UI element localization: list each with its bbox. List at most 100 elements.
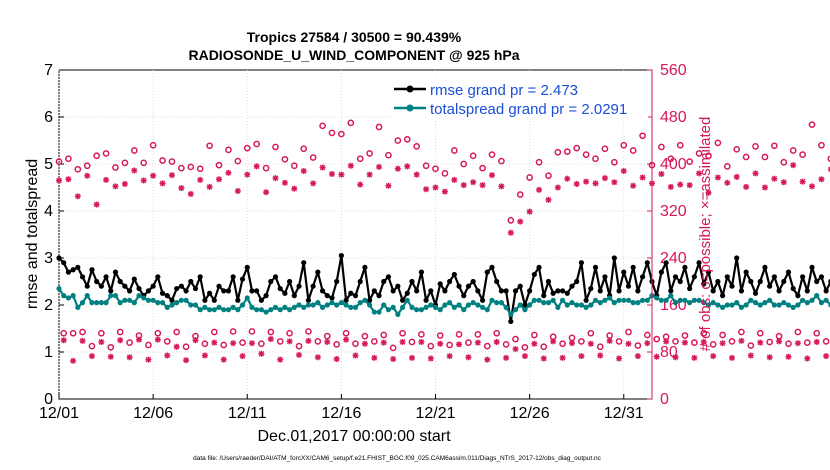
obs-possible-point (258, 340, 265, 348)
x-tick-label: 12/26 (510, 405, 550, 422)
rmse-point (550, 290, 556, 296)
obs-assimilated-point (117, 337, 124, 344)
obs-assimilated-point (564, 175, 571, 182)
rmse-point (390, 288, 396, 294)
totalspread-point (395, 311, 401, 317)
obs-assimilated-point (225, 169, 232, 176)
obs-possible-point (483, 342, 491, 350)
obs-possible-point (366, 150, 373, 157)
rmse-point (785, 269, 792, 275)
rmse-point (658, 269, 665, 275)
totalspread-point (381, 302, 387, 308)
totalspread-point (225, 307, 232, 313)
obs-possible-point (323, 332, 331, 340)
totalspread-point (357, 300, 363, 306)
obs-assimilated-point (277, 356, 284, 363)
totalspread-point (564, 302, 570, 308)
obs-assimilated-point (154, 336, 161, 343)
totalspread-point (216, 304, 222, 310)
rmse-point (724, 274, 730, 280)
obs-assimilated-point (512, 346, 519, 353)
obs-possible-point (563, 148, 571, 156)
obs-count-series (55, 119, 830, 364)
obs-possible-point (163, 338, 171, 345)
obs-possible-point (554, 148, 562, 156)
rmse-point (84, 283, 90, 289)
y2-tick-label: 400 (660, 156, 687, 173)
totalspread-point (150, 297, 156, 303)
obs-assimilated-point (338, 171, 345, 178)
obs-assimilated-point (550, 338, 557, 345)
obs-possible-point (667, 155, 675, 163)
rmse-point (145, 288, 152, 294)
x-tick-label: 12/01 (39, 405, 79, 422)
rmse-point (263, 293, 269, 299)
x-axis-ticks: 12/01 12/06 12/11 12/16 12/21 12/26 12/31 (39, 394, 644, 422)
obs-possible-point (766, 338, 774, 346)
obs-assimilated-point (366, 171, 373, 178)
totalspread-point (630, 300, 636, 306)
obs-possible-point (342, 329, 350, 337)
rmse-point (663, 260, 669, 266)
x-axis-label: Dec.01,2017 00:00:00 start (257, 428, 451, 445)
obs-possible-point (771, 142, 778, 150)
totalspread-point (174, 300, 180, 306)
obs-possible-point (83, 162, 91, 170)
totalspread-point (672, 300, 679, 306)
obs-possible-point (145, 341, 152, 349)
y-tick-label: 6 (44, 109, 53, 126)
totalspread-point (484, 307, 490, 313)
obs-assimilated-point (597, 352, 604, 359)
totalspread-point (79, 300, 86, 306)
rmse-point (795, 293, 801, 299)
totalspread-point (352, 304, 359, 310)
rmse-point (494, 278, 500, 285)
obs-assimilated-point (634, 353, 641, 360)
totalspread-point (221, 307, 227, 313)
rmse-point (371, 288, 377, 294)
rmse-point (169, 297, 175, 303)
obs-assimilated-point (771, 175, 778, 182)
obs-assimilated-point (103, 176, 110, 183)
obs-possible-point (305, 328, 312, 335)
totalspread-point (512, 307, 519, 313)
obs-possible-point (446, 341, 453, 349)
obs-assimilated-point (663, 338, 670, 345)
rmse-point (287, 278, 293, 285)
totalspread-point (776, 302, 782, 308)
obs-assimilated-point (776, 338, 783, 345)
obs-assimilated-point (394, 165, 401, 172)
rmse-point (687, 285, 693, 292)
obs-possible-point (761, 153, 769, 161)
obs-assimilated-point (536, 186, 543, 193)
totalspread-point (282, 304, 288, 310)
obs-assimilated-point (823, 353, 830, 360)
totalspread-point (254, 307, 260, 313)
rmse-point (282, 290, 288, 296)
obs-assimilated-point (126, 354, 133, 361)
totalspread-point (757, 302, 763, 308)
obs-possible-point (239, 339, 246, 346)
obs-possible-point (455, 331, 463, 338)
obs-assimilated-point (60, 337, 67, 344)
rmse-point (616, 288, 622, 294)
obs-possible-point (521, 343, 529, 351)
legend-spread-marker (406, 104, 414, 112)
obs-assimilated-point (164, 352, 171, 359)
obs-possible-point (328, 129, 336, 137)
obs-possible-point (267, 328, 275, 336)
rmse-point (385, 274, 392, 280)
totalspread-point (348, 304, 354, 310)
obs-possible-point (643, 331, 651, 339)
totalspread-point (545, 300, 552, 306)
totalspread-point (155, 300, 161, 306)
obs-assimilated-point (168, 172, 175, 179)
totalspread-point (790, 304, 796, 310)
obs-possible-point (493, 329, 501, 337)
obs-assimilated-point (432, 184, 439, 191)
totalspread-point (729, 302, 735, 308)
obs-assimilated-point (601, 175, 608, 182)
rmse-point (508, 318, 514, 325)
obs-assimilated-point (705, 189, 712, 196)
totalspread-point (447, 300, 453, 306)
